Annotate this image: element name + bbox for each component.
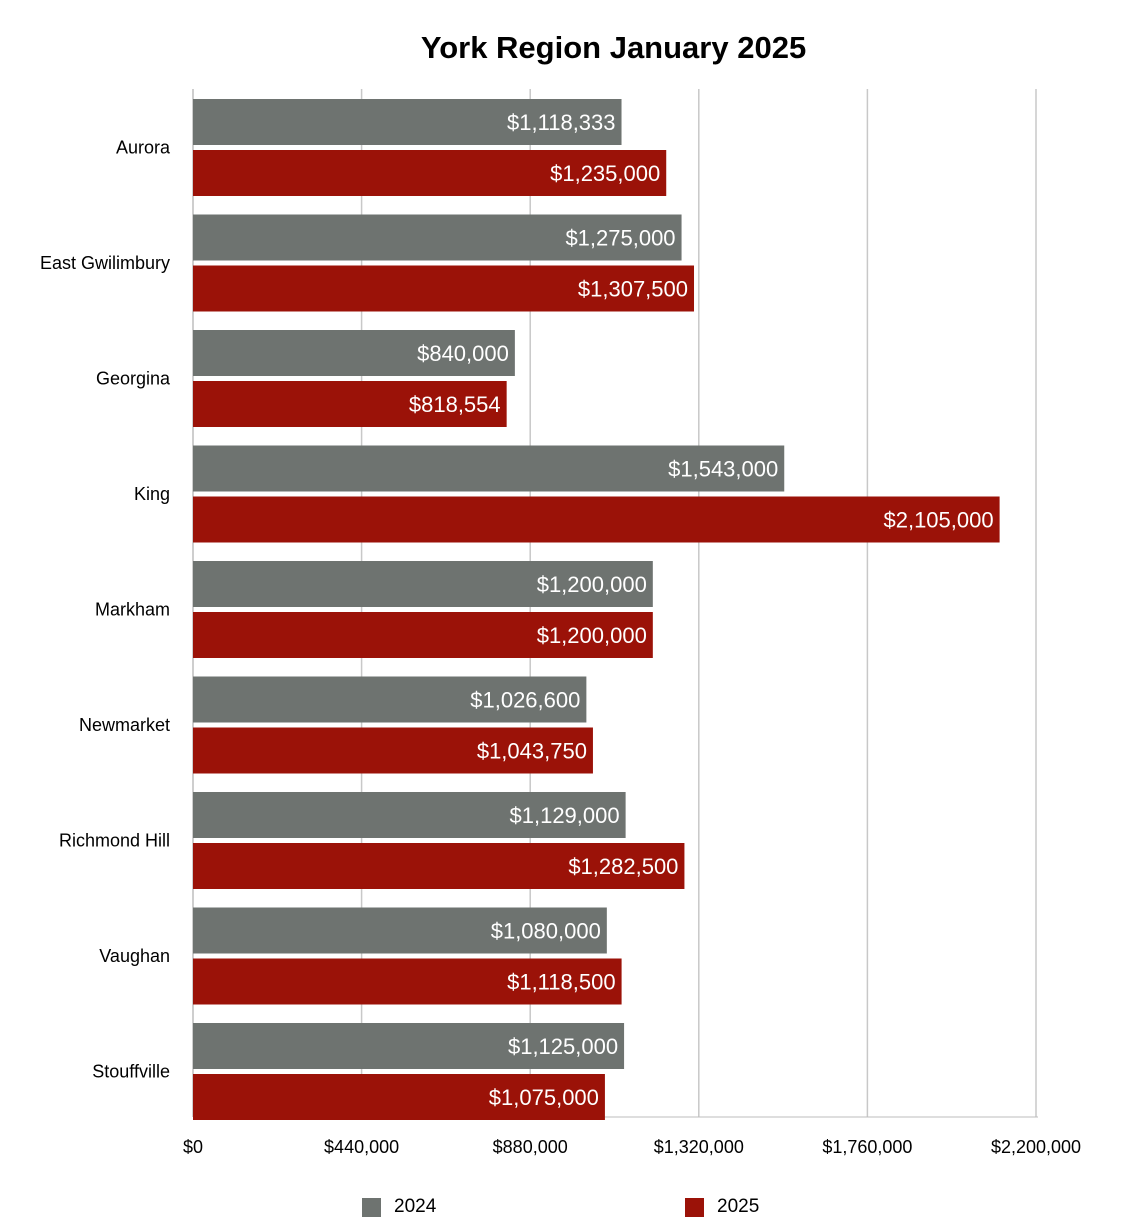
bar-2024 xyxy=(193,792,626,838)
category-label: Aurora xyxy=(116,138,171,158)
bar-value-label: $1,125,000 xyxy=(508,1034,618,1059)
bar-value-label: $1,543,000 xyxy=(668,457,778,482)
legend-swatch-2024 xyxy=(362,1197,381,1217)
bar-2024 xyxy=(193,330,515,376)
x-tick-label: $0 xyxy=(183,1137,203,1157)
chart-title: York Region January 2025 xyxy=(420,30,807,65)
bar-value-label: $1,075,000 xyxy=(489,1085,599,1110)
bar-2025 xyxy=(193,958,622,1005)
bar-2024 xyxy=(193,214,682,261)
bar-2025 xyxy=(193,727,593,774)
bar-chart: $0 $440,000 $880,000 $1,320,000 $1,760,000 $2… xyxy=(40,89,1081,1157)
x-tick-label: $880,000 xyxy=(493,1137,568,1157)
category-label: Stouffville xyxy=(92,1062,170,1082)
category-label: King xyxy=(134,484,170,504)
bar-value-label: $1,118,500 xyxy=(507,970,615,995)
x-tick-label: $1,760,000 xyxy=(822,1137,912,1157)
bar-2024 xyxy=(193,1023,625,1069)
bar-value-label: $818,554 xyxy=(409,392,501,417)
bar-value-label: $1,307,500 xyxy=(578,277,688,302)
bar-2025 xyxy=(193,265,695,312)
x-tick-label: $2,200,000 xyxy=(991,1137,1081,1157)
bar-2024 xyxy=(193,561,653,607)
legend-item-2024: 2024 xyxy=(362,1196,436,1218)
category-label: East Gwilimbury xyxy=(40,253,170,273)
bar-value-label: $1,043,750 xyxy=(477,739,587,764)
bar-value-label: $1,275,000 xyxy=(565,226,675,251)
x-tick-label: $1,320,000 xyxy=(654,1137,744,1157)
legend-item-2025: 2025 xyxy=(685,1196,759,1218)
bar-2024 xyxy=(193,99,622,145)
bar-value-label: $1,282,500 xyxy=(568,854,678,879)
bar-value-label: $1,080,000 xyxy=(491,919,601,944)
category-label: Richmond Hill xyxy=(59,831,170,851)
bar-2025 xyxy=(193,612,653,658)
bar-value-label: $1,200,000 xyxy=(537,623,647,648)
bar-2024 xyxy=(193,445,785,492)
x-tick-label: $440,000 xyxy=(324,1137,399,1157)
bar-value-label: $1,200,000 xyxy=(537,572,647,597)
bar-2025 xyxy=(193,843,685,889)
bar-2024 xyxy=(193,676,587,723)
bar-2025 xyxy=(193,381,507,427)
bar-value-label: $1,235,000 xyxy=(550,161,660,186)
category-label: Markham xyxy=(95,600,170,620)
bar-2025 xyxy=(193,1074,605,1120)
bar-value-label: $1,118,333 xyxy=(507,110,615,135)
category-label: Georgina xyxy=(96,369,171,389)
legend: 2024 2025 xyxy=(0,1196,1124,1222)
bar-value-label: $840,000 xyxy=(417,341,509,366)
bar-value-label: $1,026,600 xyxy=(470,688,580,713)
legend-label-2025: 2025 xyxy=(717,1196,760,1217)
bar-value-label: $1,129,000 xyxy=(510,803,620,828)
legend-label-2024: 2024 xyxy=(394,1196,437,1217)
bar-2024 xyxy=(193,907,607,954)
bar-2025 xyxy=(193,150,667,196)
bar-value-label: $2,105,000 xyxy=(883,508,993,533)
category-label: Vaughan xyxy=(99,946,170,966)
bar-2025 xyxy=(193,496,1000,543)
category-label: Newmarket xyxy=(79,715,170,735)
legend-swatch-2025 xyxy=(685,1197,704,1217)
